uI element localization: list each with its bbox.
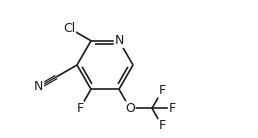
Text: F: F	[168, 102, 175, 115]
Text: N: N	[114, 34, 124, 47]
Text: F: F	[76, 102, 84, 115]
Text: F: F	[158, 119, 166, 132]
Text: F: F	[158, 84, 166, 97]
Text: Cl: Cl	[63, 22, 76, 35]
Text: O: O	[125, 102, 135, 115]
Text: N: N	[34, 80, 44, 94]
